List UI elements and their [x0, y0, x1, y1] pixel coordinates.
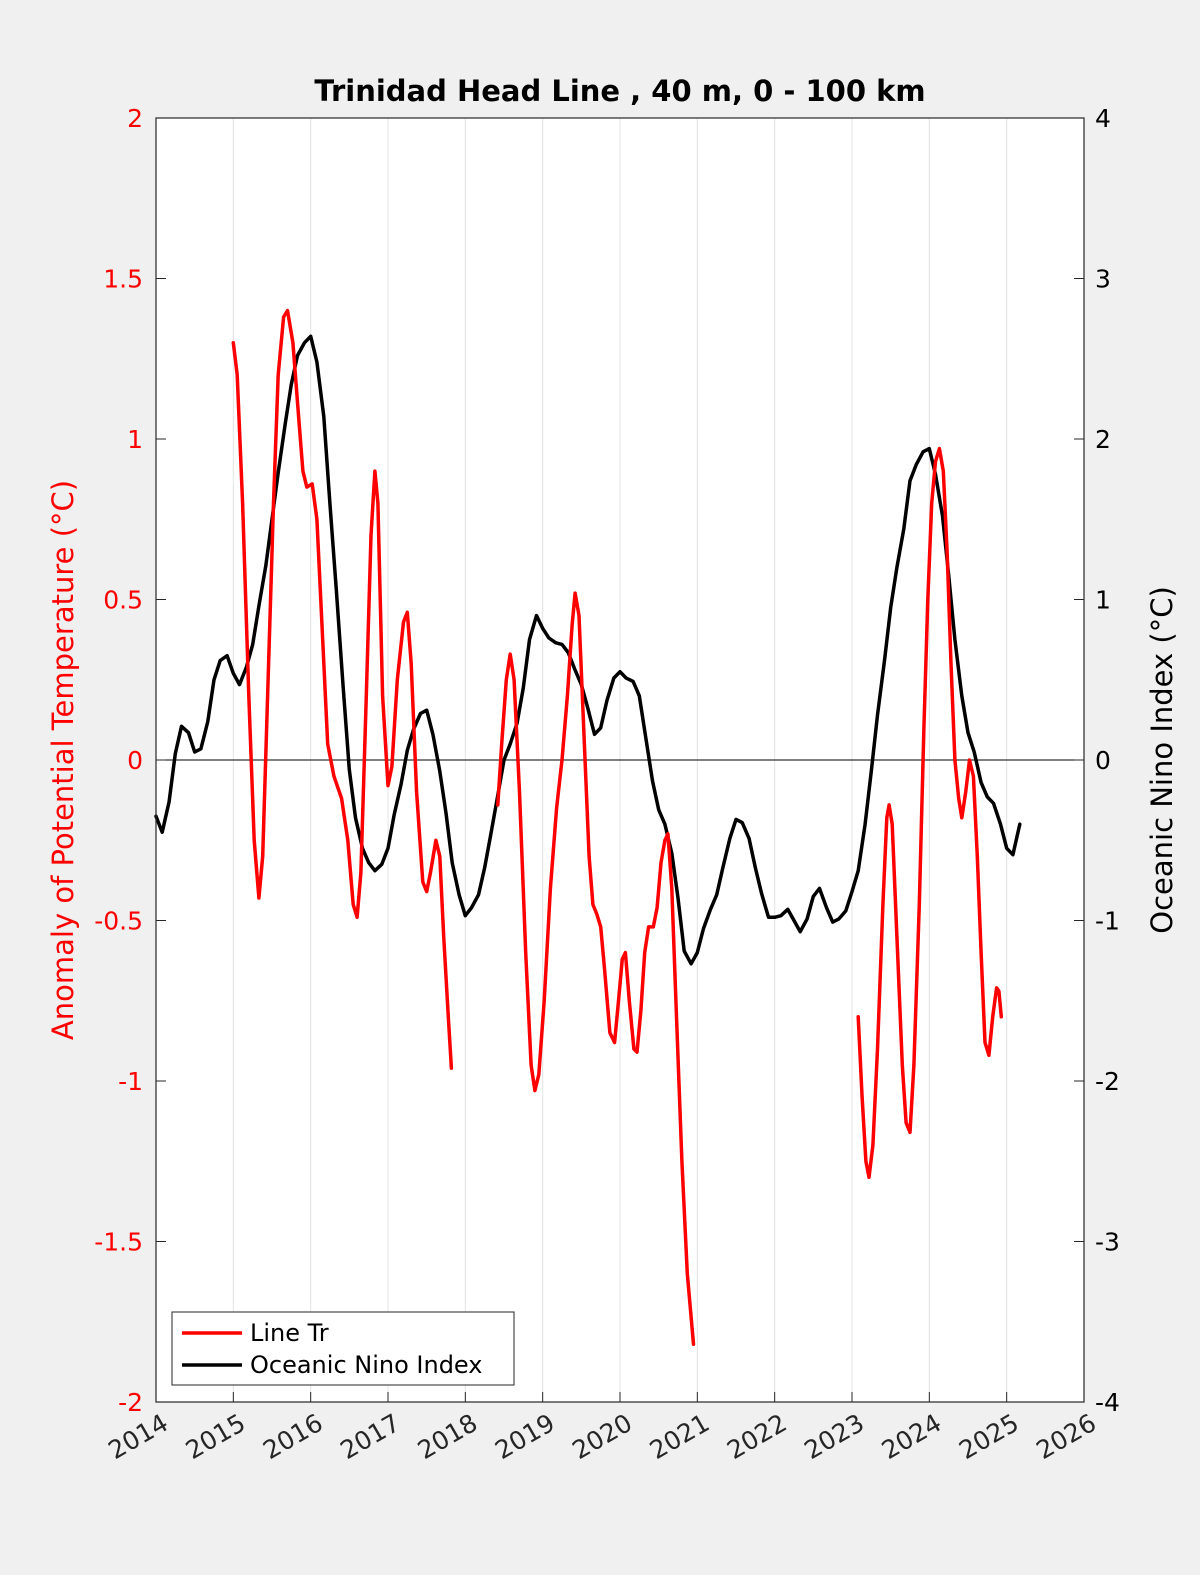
right-tick-label: 1: [1095, 586, 1111, 615]
left-tick-label: 1: [127, 425, 143, 454]
x-tick-label: 2023: [799, 1408, 869, 1465]
x-axis: 2014 2015 2016 2017 2018 2019 2020 2021 2022 2023…: [103, 1392, 1101, 1465]
x-tick-label: 2019: [490, 1408, 560, 1465]
right-tick-label: 3: [1095, 265, 1111, 294]
series-line-line-tr-2: [496, 591, 696, 1346]
x-tick-label: 2026: [1031, 1408, 1101, 1465]
x-tick-label: 2025: [954, 1408, 1024, 1465]
x-tick-label: 2017: [335, 1408, 405, 1465]
right-tick-label: 0: [1095, 746, 1111, 775]
right-tick-label: -1: [1095, 907, 1120, 936]
series-line-oceanic-nino-index-1: [154, 334, 1022, 966]
left-tick-label: 2: [127, 104, 143, 133]
legend-label-oni: Oceanic Nino Index: [250, 1351, 482, 1379]
right-tick-label: -4: [1095, 1388, 1120, 1417]
left-tick-label: -2: [118, 1388, 143, 1417]
left-tick-label: 1.5: [103, 265, 143, 294]
x-tick-label: 2018: [413, 1408, 483, 1465]
left-tick-label: -1.5: [94, 1228, 143, 1257]
right-tick-label: 2: [1095, 425, 1111, 454]
series-layer: [154, 308, 1022, 1346]
x-tick-label: 2020: [567, 1408, 637, 1465]
x-tick-label: 2024: [877, 1408, 947, 1465]
left-tick-label: -0.5: [94, 907, 143, 936]
x-tick-label: 2021: [645, 1408, 715, 1465]
left-axis-label: Anomaly of Potential Temperature (°C): [46, 480, 80, 1040]
legend-box: [171, 1311, 515, 1386]
x-tick-label: 2022: [722, 1408, 792, 1465]
left-tick-label: 0.5: [103, 586, 143, 615]
series-line-line-tr-1: [231, 308, 454, 1070]
left-tick-label: -1: [118, 1067, 143, 1096]
legend-label-line-tr: Line Tr: [250, 1319, 329, 1347]
legend: Line Tr Oceanic Nino Index: [171, 1311, 515, 1386]
right-tick-label: -3: [1095, 1228, 1120, 1257]
x-tick-label: 2015: [181, 1408, 251, 1465]
series-line-line-tr-3: [856, 446, 1004, 1180]
left-tick-label: 0: [127, 746, 143, 775]
chart-title: Trinidad Head Line , 40 m, 0 - 100 km: [314, 74, 925, 108]
right-axis-label: Oceanic Nino Index (°C): [1145, 586, 1179, 934]
left-axis: 2 1.5 1 0.5 0 -0.5 -1 -1.5 -2: [94, 104, 166, 1417]
right-axis: 4 3 2 1 0 -1 -2 -3 -4: [1074, 104, 1120, 1417]
right-tick-label: -2: [1095, 1067, 1120, 1096]
right-tick-label: 4: [1095, 104, 1111, 133]
x-tick-label: 2016: [258, 1408, 328, 1465]
